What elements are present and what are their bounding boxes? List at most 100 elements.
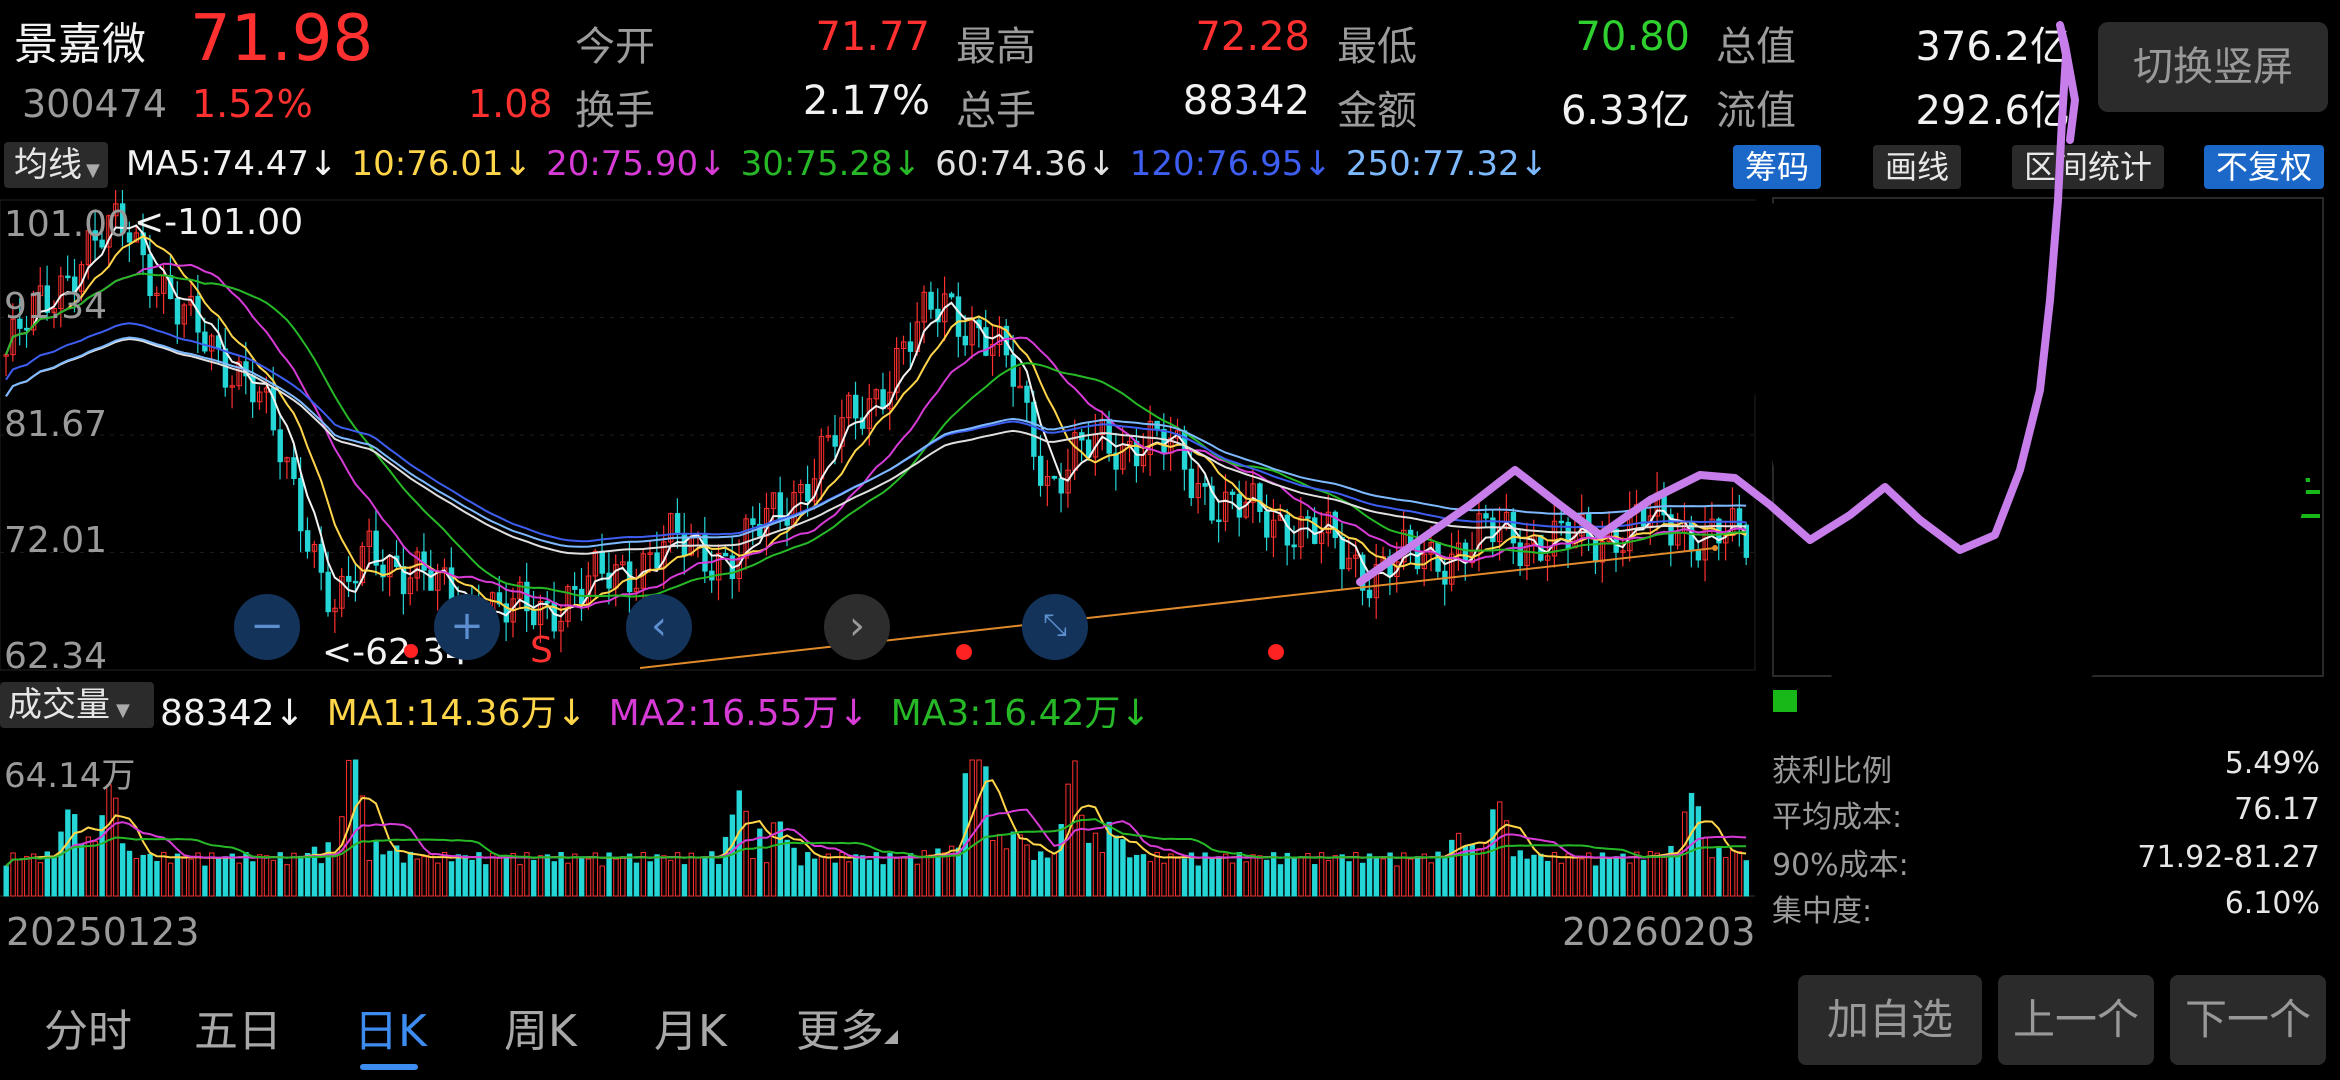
volume-bar — [304, 852, 311, 897]
candle — [722, 552, 729, 557]
candle — [1209, 485, 1215, 521]
volume-bar — [1579, 858, 1585, 897]
zoom-in-button[interactable]: + — [434, 594, 500, 660]
candle — [37, 285, 44, 297]
volume-bar — [1133, 854, 1140, 897]
tab-weekly-k[interactable]: 周K — [504, 1006, 577, 1057]
candle — [304, 530, 311, 552]
dropdown-icon: ▼ — [86, 160, 100, 181]
candle — [654, 552, 660, 569]
candle — [716, 552, 722, 581]
candle — [873, 389, 879, 400]
candle — [1051, 475, 1058, 479]
amount-label: 金额 — [1337, 88, 1417, 134]
reset-zoom-button[interactable]: ⤡ — [1022, 594, 1088, 660]
amount-value: 6.33亿 — [1560, 88, 1690, 134]
volume-bar — [791, 847, 797, 897]
range-stats-button[interactable]: 区间统计 — [2012, 145, 2165, 189]
volume-bar — [181, 856, 188, 897]
trend-line[interactable] — [639, 547, 1716, 669]
volume-bar — [805, 852, 811, 897]
open-label: 今开 — [575, 24, 655, 70]
draw-line-button[interactable]: 画线 — [1873, 145, 1962, 189]
volume-bar — [174, 853, 181, 897]
candle — [359, 546, 366, 584]
volume-selector[interactable]: 成交量 ▼ — [0, 682, 154, 728]
volume-bar — [161, 851, 167, 897]
candle — [496, 592, 503, 605]
no-adjust-button[interactable]: 不复权 — [2204, 145, 2325, 189]
volume-bars — [0, 759, 1755, 897]
next-stock-button[interactable]: 下一个 — [2170, 975, 2326, 1065]
volume-bar — [1407, 858, 1414, 897]
ma-line-120 — [5, 322, 1747, 543]
volume-bar — [476, 852, 482, 897]
tab-monthly-k[interactable]: 月K — [654, 1006, 727, 1057]
volume-chart[interactable] — [0, 740, 1760, 900]
candle — [277, 429, 283, 463]
volume-bar — [1524, 858, 1530, 897]
volume-bar — [1592, 865, 1599, 897]
volume-bar — [798, 865, 804, 897]
volume-bar — [37, 862, 44, 897]
scroll-right-button[interactable]: › — [824, 594, 890, 660]
candle — [346, 575, 352, 582]
volume-bar — [907, 852, 914, 897]
volume-ma3: MA3:16.42万 — [890, 693, 1121, 734]
volume-bar — [24, 856, 30, 897]
chips-button[interactable]: 筹码 — [1733, 145, 1822, 189]
candle — [1010, 354, 1016, 387]
volume-bar — [421, 856, 427, 897]
volume-bar — [1270, 852, 1277, 897]
candle — [236, 361, 242, 387]
candle — [798, 484, 804, 494]
volume-bar — [558, 852, 564, 897]
previous-stock-button[interactable]: 上一个 — [1998, 975, 2154, 1065]
candle — [1257, 483, 1263, 512]
volume-bar — [1031, 860, 1037, 897]
volume-bar — [51, 856, 57, 897]
tab-intraday[interactable]: 分时 — [44, 1006, 132, 1057]
volume-bar — [1716, 846, 1722, 897]
add-watchlist-button[interactable]: 加自选 — [1798, 975, 1982, 1065]
candle — [1695, 550, 1702, 561]
volume-bar — [44, 851, 51, 897]
candle — [1024, 385, 1030, 403]
volume-bar — [58, 831, 64, 897]
volume-bar — [1346, 861, 1352, 897]
tab-daily-k[interactable]: 日K — [354, 1006, 427, 1057]
volume-bar — [811, 858, 818, 897]
tab-more[interactable]: 更多 — [796, 1006, 884, 1057]
candle — [1298, 516, 1304, 548]
ma-selector[interactable]: 均线 ▼ — [4, 142, 108, 188]
volume-bar — [1058, 824, 1064, 897]
volume-bar — [565, 862, 571, 897]
switch-portrait-button[interactable]: 切换竖屏 — [2098, 22, 2328, 112]
candle — [1127, 440, 1133, 445]
volume-bar — [1380, 858, 1386, 897]
scroll-left-button[interactable]: ‹ — [626, 594, 692, 660]
volume-bar — [147, 853, 153, 897]
volume-bar — [1353, 852, 1359, 897]
trend-line-handle[interactable] — [1712, 545, 1718, 551]
candle — [92, 230, 98, 241]
ma-value-4: 60:74.36↓ — [935, 144, 1116, 184]
turnover-value: 2.17% — [802, 78, 930, 124]
volume-bar — [825, 853, 832, 897]
volume-bar — [1209, 858, 1215, 897]
total-value: 376.2亿 — [1915, 24, 2070, 70]
zoom-out-button[interactable]: − — [234, 594, 300, 660]
candle — [1517, 542, 1523, 567]
volume-bar — [544, 854, 551, 897]
float-value-label: 流值 — [1716, 88, 1796, 134]
volume-bar — [154, 860, 160, 897]
volume-bar — [1538, 853, 1544, 897]
volume-bar — [1606, 858, 1613, 897]
candle — [900, 341, 907, 349]
candle — [284, 457, 290, 463]
tab-five-day[interactable]: 五日 — [194, 1006, 282, 1057]
volume-bar — [1099, 852, 1106, 897]
volume-bar — [99, 815, 105, 897]
candle — [428, 569, 434, 591]
volume-bar — [1428, 862, 1434, 897]
